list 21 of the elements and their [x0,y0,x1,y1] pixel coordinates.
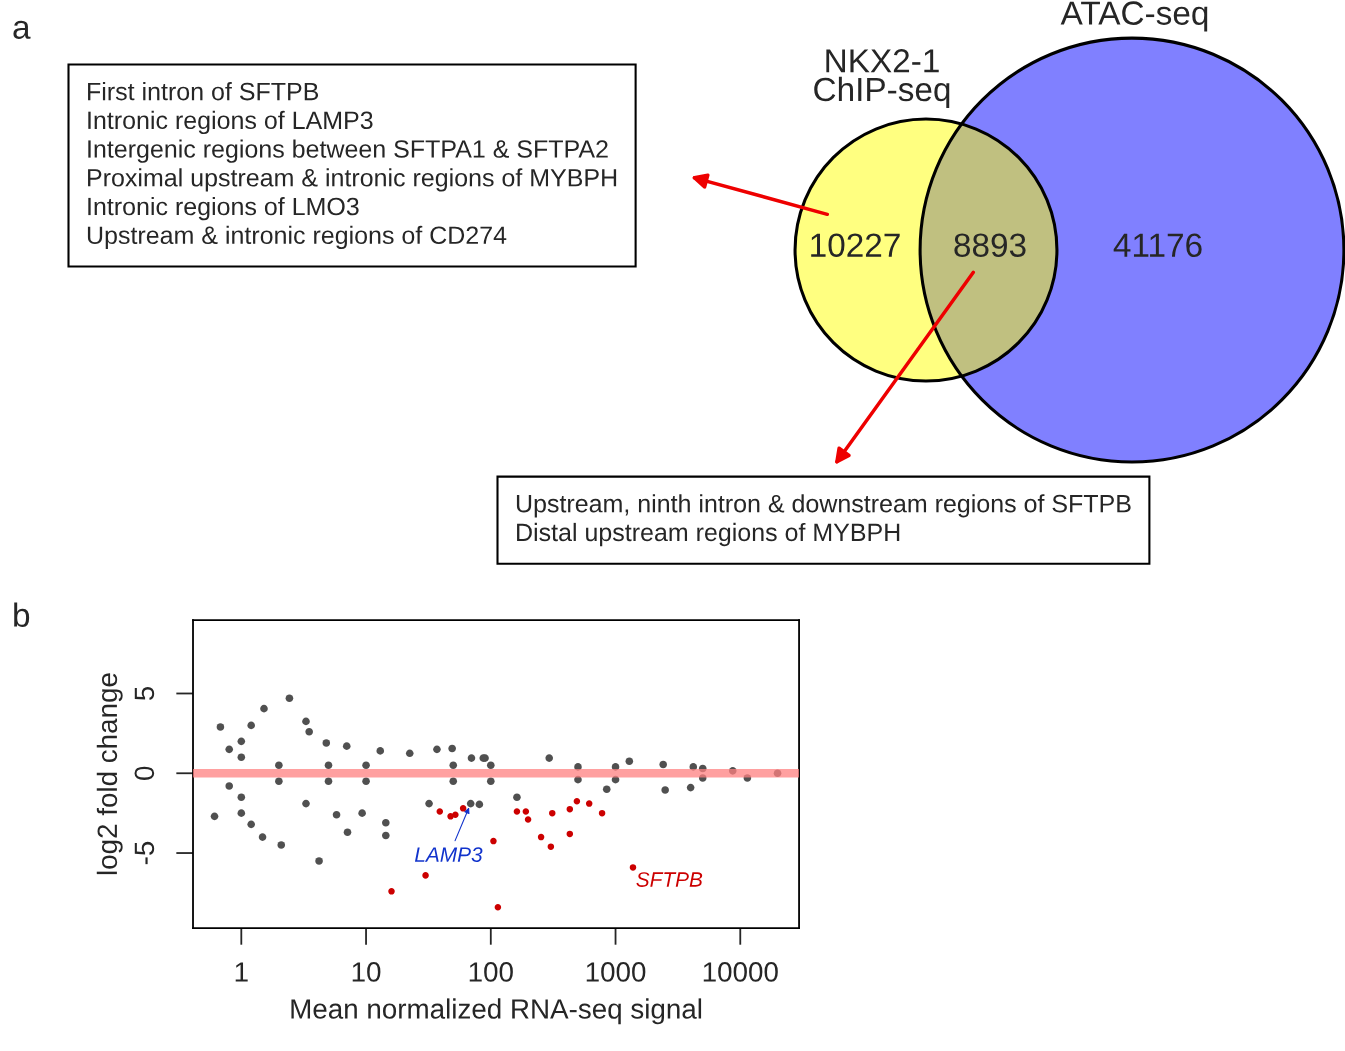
text: Upstream, ninth intron & downstream regions of SFTPB Distal upstream regions of MYBPH [516,494,1131,547]
x-tick-label: 1 [235,962,248,982]
y-tick-label: 0 [134,766,155,780]
x-tick-label: 100 [469,962,513,982]
x-axis-title: Mean normalized RNA-seq signal [291,998,702,1025]
x-tick-label: 10 [352,962,381,982]
data-label: 8893 [954,233,1026,258]
text: NKX2-1 ChIP-seq [814,49,950,108]
annotation: LAMP3 [414,847,483,862]
x-tick-label: 1000 [586,962,646,982]
x-tick-label: 10000 [703,962,778,982]
y-tick-label: -5 [134,841,155,865]
data-label: 10227 [811,233,900,258]
text: ATAC-seq [1060,1,1208,32]
chart-title: b [14,602,30,627]
data-label: 41176 [1113,233,1202,258]
y-tick-label: 5 [134,686,155,701]
text: First intron of SFTPB Intronic regions of LAMP3 Intergenic regions between SFTPA1 & SFTPA2 Proximal upstream & intronic regions of MYBPH Intronic regions of LMO3 Upstream & intronic regions of CD274 [87,82,617,250]
text: a [13,20,31,39]
annotation: SFTPB [636,872,703,887]
y-axis-title: log2 fold change [96,673,123,875]
